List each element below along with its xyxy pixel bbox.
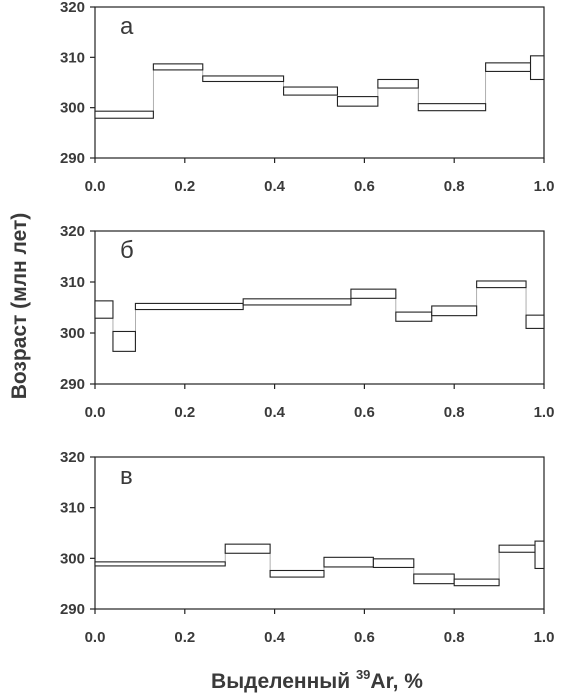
age-step-box [372, 558, 415, 569]
y-tick-label: 320 [60, 223, 85, 240]
x-tick-label: 1.0 [534, 178, 555, 195]
age-step-box [417, 103, 487, 112]
x-axis-title: Выделенный 39Ar, % [211, 667, 423, 693]
x-tick-label: 1.0 [534, 404, 555, 421]
x-tick-label: 0.2 [174, 178, 195, 195]
x-tick-label: 0.4 [264, 178, 286, 195]
x-tick-label: 1.0 [534, 629, 555, 646]
age-step-box [152, 63, 204, 71]
y-tick-label: 300 [60, 325, 85, 342]
y-tick-label: 290 [60, 150, 85, 167]
x-tick-label: 0.8 [444, 629, 465, 646]
plot-frame [94, 456, 545, 610]
age-step-box [525, 314, 545, 329]
x-tick-label: 0.6 [354, 629, 375, 646]
age-step-box [224, 543, 271, 554]
y-tick-label: 310 [60, 274, 85, 291]
y-tick-label: 320 [60, 0, 85, 16]
panel-letter: б [120, 237, 134, 264]
y-tick-label: 290 [60, 601, 85, 618]
panel-1: 290 300 310 320 0.0 0.2 0.4 0.6 0.8 1.0 а [60, 0, 554, 195]
x-tick-label: 0.2 [174, 404, 195, 421]
panel-letter: а [120, 13, 134, 40]
age-step-box [94, 300, 114, 319]
y-tick-label: 290 [60, 376, 85, 393]
age-step-box [534, 540, 545, 570]
age-step-box [202, 75, 285, 83]
y-tick-label: 320 [60, 449, 85, 466]
age-step-box [476, 280, 527, 289]
y-tick-label: 310 [60, 49, 85, 66]
x-axis-title-prefix: Выделенный [211, 670, 356, 693]
x-axis-title-suffix: Ar, % [370, 670, 423, 693]
age-step-box [350, 288, 397, 299]
age-step-box [336, 96, 379, 107]
y-tick-label: 310 [60, 500, 85, 517]
x-tick-label: 0.2 [174, 629, 195, 646]
age-step-box [269, 569, 325, 578]
age-step-box [431, 305, 478, 317]
age-step-box [413, 573, 455, 585]
x-tick-label: 0.0 [85, 178, 106, 195]
x-tick-label: 0.8 [444, 178, 465, 195]
age-step-box [498, 544, 536, 553]
panel-2: 290 300 310 320 0.0 0.2 0.4 0.6 0.8 1.0 б [60, 223, 554, 421]
x-tick-label: 0.6 [354, 178, 375, 195]
x-tick-label: 0.8 [444, 404, 465, 421]
age-step-box [485, 62, 532, 72]
plot-frame [94, 6, 545, 159]
x-tick-label: 0.4 [264, 404, 286, 421]
panel-letter: в [120, 463, 133, 490]
age-step-box [529, 55, 545, 81]
y-axis-title: Возраст (млн лет) [8, 213, 31, 400]
age-step-box [242, 298, 352, 306]
x-tick-label: 0.4 [264, 629, 286, 646]
age-step-box [112, 330, 136, 352]
age-step-box [94, 110, 154, 119]
x-tick-label: 0.0 [85, 629, 106, 646]
x-tick-label: 0.6 [354, 404, 375, 421]
age-step-box [323, 556, 374, 568]
age-step-box [283, 86, 339, 96]
age-step-box [395, 311, 433, 322]
x-axis-title-superscript: 39 [356, 667, 370, 682]
age-step-box [94, 561, 226, 567]
y-tick-label: 300 [60, 550, 85, 567]
x-tick-label: 0.0 [85, 404, 106, 421]
y-tick-label: 300 [60, 100, 85, 117]
panel-3: 290 300 310 320 0.0 0.2 0.4 0.6 0.8 1.0 в [60, 449, 554, 646]
age-step-box [377, 78, 419, 89]
age-step-box [453, 578, 500, 587]
age-step-box [134, 302, 244, 311]
